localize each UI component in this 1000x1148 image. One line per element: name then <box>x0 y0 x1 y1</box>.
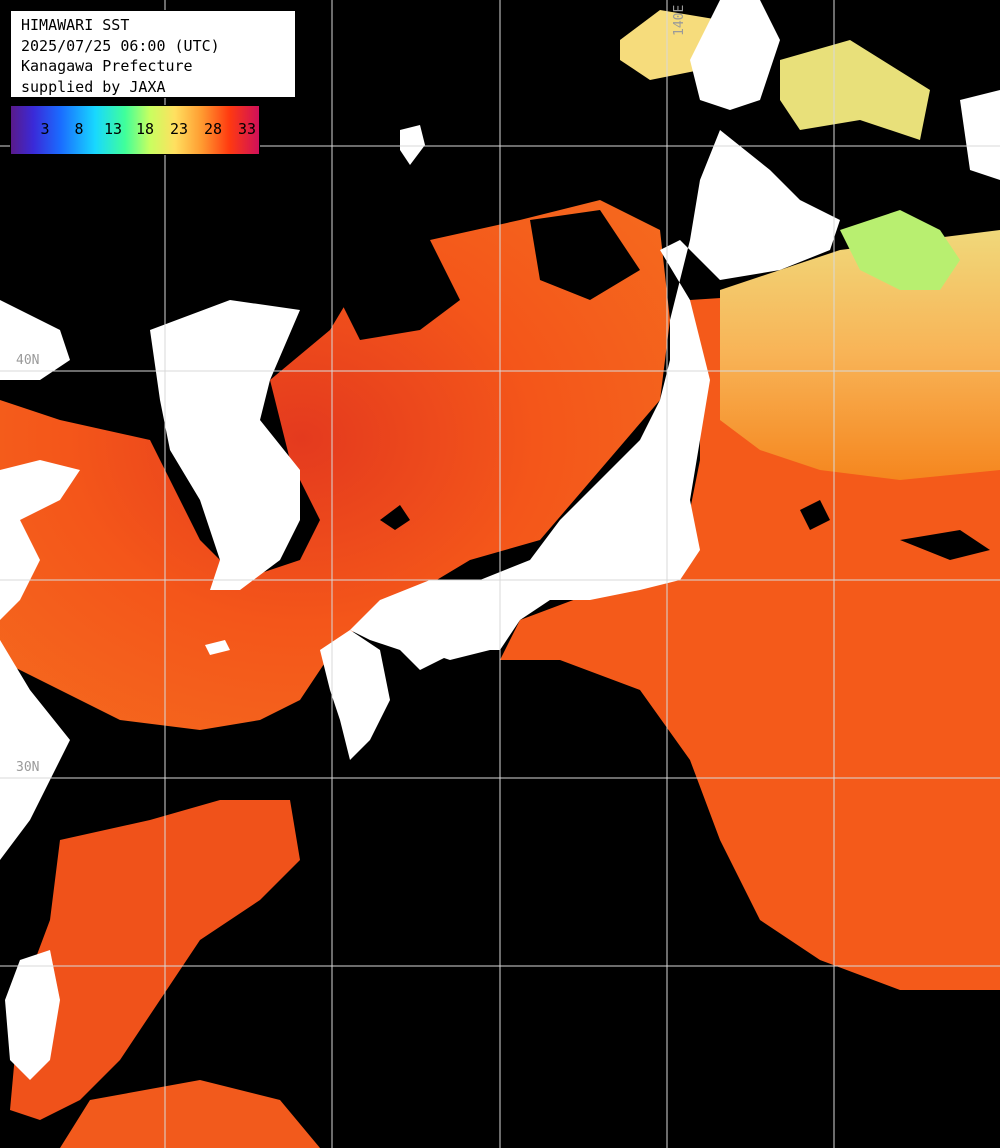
land-shikoku <box>420 600 500 660</box>
land-honshu <box>350 130 840 670</box>
legend-tick: 13 <box>103 120 123 138</box>
land-island <box>400 125 425 165</box>
land-sakhalin <box>960 90 1000 180</box>
temperature-color-legend: 3 8 13 18 23 28 33 <box>10 105 260 155</box>
sea-south-2 <box>60 1080 320 1148</box>
legend-tick: 28 <box>203 120 223 138</box>
cloud-blob-2 <box>800 500 830 530</box>
sea-south <box>10 800 300 1120</box>
land-taiwan <box>5 950 60 1080</box>
legend-tick: 33 <box>237 120 257 138</box>
data-source: supplied by JAXA <box>21 77 166 96</box>
legend-tick: 3 <box>40 120 50 138</box>
lat-label-30n: 30N <box>16 760 40 775</box>
legend-tick: 18 <box>135 120 155 138</box>
lat-label-40n: 40N <box>16 353 40 368</box>
land-kyushu <box>320 630 390 760</box>
lon-label-140e: 140E <box>672 4 687 36</box>
sea-west <box>0 200 670 730</box>
cloud-blob-4 <box>330 220 460 340</box>
sea-northeast <box>720 230 1000 480</box>
land-korea-china <box>0 300 300 590</box>
info-box: HIMAWARI SST 2025/07/25 06:00 (UTC) Kana… <box>10 10 296 98</box>
land-china-coast <box>0 460 80 860</box>
legend-tick: 8 <box>74 120 84 138</box>
cloud-blob-3 <box>900 530 990 560</box>
north-water-yellow-2 <box>780 40 930 140</box>
land-hokkaido <box>690 0 780 110</box>
organization: Kanagawa Prefecture <box>21 57 193 75</box>
product-title: HIMAWARI SST <box>21 16 130 34</box>
timestamp: 2025/07/25 06:00 (UTC) <box>21 36 220 55</box>
north-water-green <box>840 210 960 290</box>
cloud-blob-1 <box>380 505 410 530</box>
legend-tick: 23 <box>169 120 189 138</box>
cloud-blob-5 <box>530 210 640 300</box>
land-jeju <box>205 640 230 655</box>
